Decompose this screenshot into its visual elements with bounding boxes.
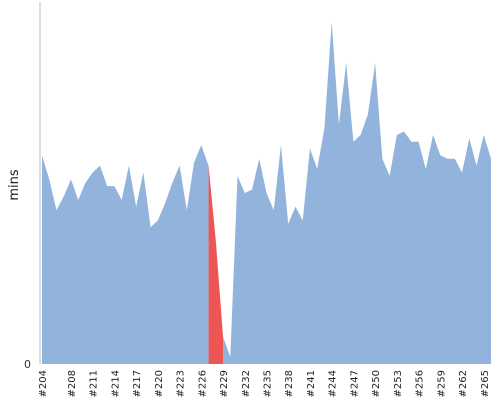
y-axis-title: mins [7,169,22,201]
x-tick-label: #229 [219,370,230,397]
x-tick-label: #250 [371,370,382,397]
failed-builds-area [208,165,224,364]
x-tick-label: #214 [110,370,121,397]
build-duration-area [42,145,209,364]
area-series [42,22,492,364]
x-tick-label: #256 [415,370,426,397]
y-tick-label-0: 0 [24,358,31,371]
x-tick-label: #223 [176,370,187,397]
x-tick-label: #204 [38,370,49,397]
x-tick-label: #247 [349,370,360,397]
x-tick-label: #217 [132,370,143,397]
x-tick-label: #235 [263,370,274,397]
x-tick-label: #226 [197,370,208,397]
x-axis-tick-labels: #204 #208 #211 #214 #217 #220 #223 #226 #229 #232… [38,370,491,397]
x-tick-label: #208 [67,370,78,397]
build-duration-area [223,22,492,364]
x-tick-label: #259 [436,370,447,397]
x-tick-label: #262 [458,370,469,397]
x-tick-label: #238 [284,370,295,397]
x-tick-label: #241 [306,370,317,397]
x-tick-label: #244 [328,370,339,397]
x-tick-label: #265 [480,370,491,397]
x-tick-label: #253 [393,370,404,397]
x-tick-label: #211 [89,370,100,397]
x-tick-label: #220 [154,370,165,397]
x-tick-label: #232 [241,370,252,397]
